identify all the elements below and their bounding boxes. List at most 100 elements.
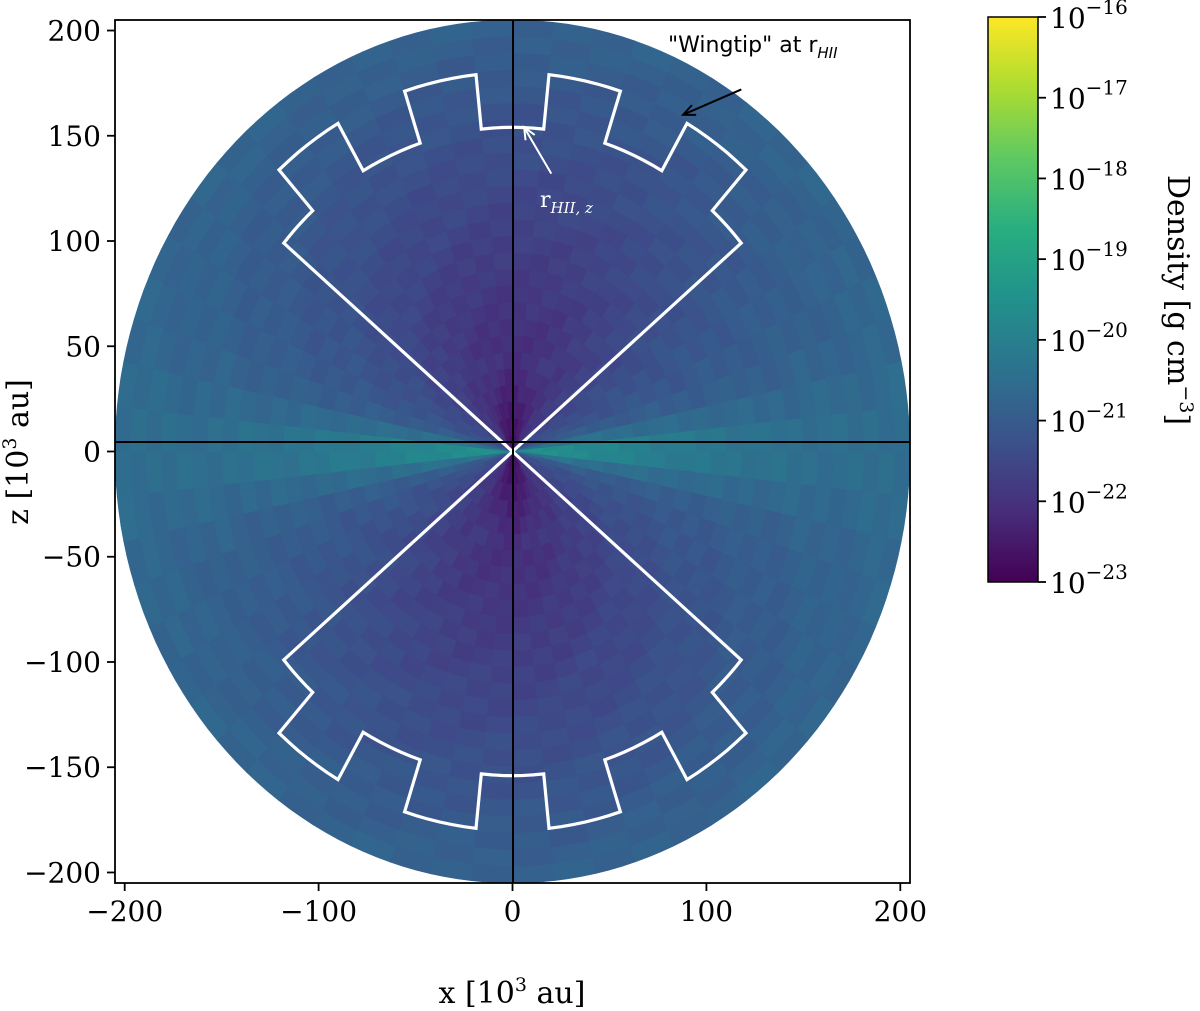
density-cell <box>603 451 620 464</box>
annotation-rhiiz: rHII, z <box>540 188 593 217</box>
density-cell <box>492 251 513 271</box>
density-cell <box>740 451 758 480</box>
density-cell <box>175 451 194 491</box>
density-cell <box>816 451 834 489</box>
density-cell <box>477 269 497 290</box>
density-cell <box>679 451 697 473</box>
hii-region-outline <box>276 72 749 831</box>
density-cell <box>470 863 513 883</box>
colorbar-tick-label: 10−22 <box>1050 479 1128 519</box>
density-cell <box>892 451 910 497</box>
density-cell <box>221 418 240 452</box>
density-cell <box>877 407 896 452</box>
density-cell <box>770 451 789 484</box>
density-cell <box>709 426 727 452</box>
density-cell <box>484 169 513 188</box>
density-cell <box>785 418 804 452</box>
colorbar: 10−16 10−17 10−18 10−19 10−20 10−21 10−22 10−23… <box>987 0 1197 600</box>
density-cell <box>633 435 651 452</box>
density-cell <box>252 421 270 452</box>
colorbar-gradient <box>987 16 1039 583</box>
density-cell <box>494 268 513 287</box>
density-cell <box>512 814 550 834</box>
density-map <box>115 20 910 883</box>
density-cell <box>846 411 865 452</box>
annotation-wingtip: "Wingtip" at rHII <box>668 33 838 62</box>
y-tick-label: 50 <box>65 330 101 363</box>
density-cell <box>504 368 513 386</box>
density-cell <box>491 649 513 668</box>
density-cell <box>282 451 300 478</box>
density-cell <box>725 451 743 478</box>
hii-outline-quadrant <box>511 72 749 453</box>
density-cell <box>512 863 555 883</box>
x-axis-label: x [103 au] <box>439 974 586 1011</box>
density-cell <box>175 412 194 452</box>
density-cell <box>472 847 513 867</box>
density-cell <box>488 682 513 701</box>
density-cell <box>492 632 513 652</box>
density-cell <box>129 451 148 496</box>
x-tick-label: 200 <box>874 895 927 928</box>
density-cell <box>145 409 164 452</box>
density-cell <box>475 69 513 89</box>
density-cell <box>512 715 541 734</box>
y-tick-label: −150 <box>24 751 101 784</box>
density-cell <box>476 797 513 817</box>
density-cell <box>512 185 539 205</box>
density-cell <box>646 416 665 437</box>
density-cell <box>785 451 804 485</box>
colorbar-tick-label: 10−21 <box>1050 399 1128 439</box>
y-tick-label: −200 <box>24 856 101 889</box>
density-cell <box>472 36 513 56</box>
density-cell <box>282 425 300 452</box>
density-cell <box>512 748 544 768</box>
density-cell <box>483 731 513 751</box>
density-cell <box>512 632 533 652</box>
y-tick-label: 100 <box>48 225 101 258</box>
density-cell <box>497 301 513 320</box>
density-cell <box>489 665 513 685</box>
y-ticks: 200 150 100 50 0 −50 −100 −150 −200 <box>24 15 115 889</box>
colorbar-tick-label: 10−16 <box>1050 0 1128 35</box>
plot-area <box>114 19 911 884</box>
density-cell <box>359 451 377 470</box>
density-cell <box>115 451 133 497</box>
density-cell <box>486 185 513 205</box>
density-cell <box>755 451 773 482</box>
density-cell <box>344 468 364 490</box>
density-cell <box>512 318 526 337</box>
x-tick-label: −100 <box>280 895 357 928</box>
density-cell <box>481 748 513 768</box>
density-cell <box>374 435 392 452</box>
density-cell <box>206 451 224 487</box>
colorbar-tick-label: 10−23 <box>1050 560 1128 600</box>
density-cell <box>512 797 549 817</box>
density-cell <box>115 406 133 452</box>
density-cell <box>488 202 513 221</box>
density-cell <box>831 451 850 491</box>
density-cell <box>298 426 316 452</box>
density-cell <box>483 152 513 172</box>
density-cell <box>618 451 636 466</box>
annotations: "Wingtip" at rHII rHII, z <box>522 33 838 217</box>
density-cell <box>500 550 513 569</box>
density-cell <box>512 550 525 569</box>
density-cell <box>512 665 536 685</box>
density-cell <box>206 416 224 452</box>
density-cell <box>502 351 513 370</box>
density-cell <box>512 830 552 851</box>
density-cell <box>313 428 331 452</box>
density-cell <box>512 616 531 635</box>
density-cell <box>221 451 240 485</box>
density-cell <box>512 599 529 618</box>
density-cell <box>473 52 513 73</box>
colorbar-tick-label: 10−20 <box>1050 318 1128 358</box>
density-cell <box>664 451 682 471</box>
density-cell <box>486 698 513 718</box>
density-cell <box>512 301 528 320</box>
density-cell <box>831 412 850 452</box>
hii-outline-quadrant <box>276 450 514 831</box>
density-cell <box>489 218 513 238</box>
density-cell <box>512 698 539 718</box>
